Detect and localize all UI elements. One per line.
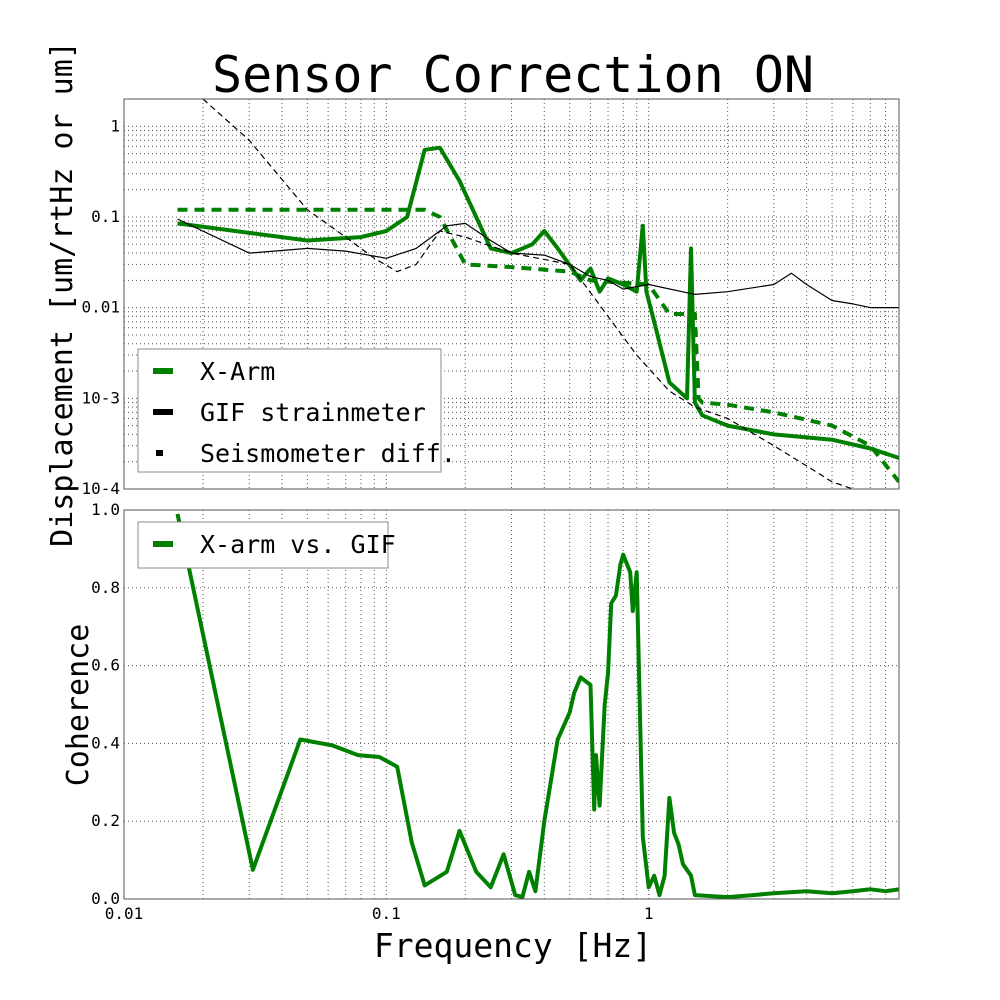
y-tick-label: 10-3 [81,388,120,407]
y-tick-label: 0.01 [81,298,120,317]
y-tick-label: 0.4 [91,733,120,752]
y-tick-label: 1 [110,116,120,135]
top-plot-frame [123,98,900,490]
top-y-axis-label: Displacement [um/rtHz or um] [45,41,80,547]
y-tick-label: 10-4 [81,479,120,498]
bottom-panel: 0.0 0.2 0.4 0.6 0.8 1.0 0.01 0.1 1 Coherence Fre… [61,500,900,965]
legend-label: X-arm vs. GIF [200,530,396,559]
series-line-x-arm-vs-gif [175,513,899,899]
top-legend: X-Arm GIF strainmeter Seismometer diff. [137,348,456,473]
series-line-seismometer-diff [202,99,853,489]
x-tick-label: 0.1 [372,904,401,923]
chart-title: Sensor Correction ON [212,46,814,104]
x-tick-label: 0.01 [105,904,144,923]
legend-box [137,348,442,473]
legend-box [137,521,389,569]
series-line-gif-strainmeter [177,218,899,309]
series-line-x-arm [177,145,899,460]
x-axis-label: Frequency [Hz] [374,926,652,965]
legend-label: GIF strainmeter [200,398,426,427]
bottom-plot-frame [123,509,900,900]
top-panel: 10-4 10-3 0.01 0.1 1 Displacement [um/rtHz o… [45,41,900,547]
y-tick-label: 0.6 [91,656,120,675]
top-tick-labels: 10-4 10-3 0.01 0.1 1 [81,116,120,498]
y-tick-label: 0.2 [91,811,120,830]
bottom-tick-labels: 0.0 0.2 0.4 0.6 0.8 1.0 0.01 0.1 1 [91,500,653,923]
x-tick-label: 1 [644,904,654,923]
y-tick-label: 1.0 [91,500,120,519]
bottom-y-axis-label: Coherence [61,624,96,787]
legend-label: Seismometer diff. [200,439,456,468]
legend-label: X-Arm [200,357,275,386]
y-tick-label: 0.8 [91,578,120,597]
y-tick-label: 0.0 [91,889,120,908]
bottom-legend: X-arm vs. GIF [137,521,396,569]
y-tick-label: 0.1 [91,207,120,226]
top-series-lines [177,99,899,489]
bottom-series-lines [175,513,899,899]
bottom-grid [124,510,899,899]
